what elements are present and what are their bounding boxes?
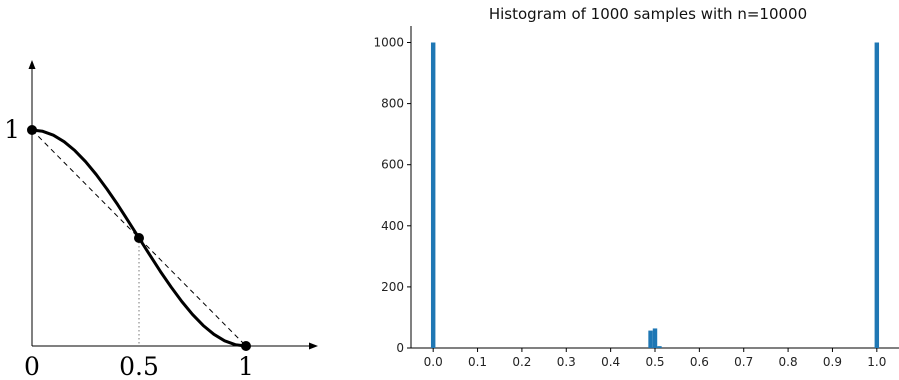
- x-tick-label: 0: [24, 352, 40, 380]
- x-tick-label: 0.2: [512, 355, 531, 369]
- x-tick-label: 0.1: [468, 355, 487, 369]
- histogram-bar: [874, 42, 880, 348]
- histogram-bar: [648, 330, 653, 348]
- y-tick-label: 800: [381, 97, 404, 111]
- x-axis-arrow: [309, 342, 318, 350]
- chart-title: Histogram of 1000 samples with n=10000: [489, 5, 807, 23]
- data-point: [134, 233, 144, 243]
- function-plot: 0 0.5 1 1: [4, 60, 318, 380]
- data-point: [27, 125, 37, 135]
- y-tick-label: 0: [396, 341, 404, 355]
- x-tick-label: 0.5: [119, 352, 159, 380]
- y-tick-label: 600: [381, 158, 404, 172]
- y-tick-label: 1000: [373, 36, 404, 50]
- y-tick-label: 400: [381, 219, 404, 233]
- x-tick-label: 0.4: [601, 355, 620, 369]
- x-tick-label: 0.5: [645, 355, 664, 369]
- data-point: [241, 341, 251, 351]
- x-tick-label: 1.0: [867, 355, 886, 369]
- histogram-bar: [657, 346, 662, 348]
- y-axis-arrow: [28, 60, 36, 69]
- y-tick-label: 1: [4, 115, 20, 144]
- histogram-bar: [652, 328, 658, 348]
- x-tick-label: 0.6: [690, 355, 709, 369]
- x-tick-label: 0.7: [734, 355, 753, 369]
- dashed-diagonal-line: [31, 129, 247, 347]
- y-tick-label: 200: [381, 280, 404, 294]
- x-tick-label: 0.9: [823, 355, 842, 369]
- x-tick-label: 0.0: [424, 355, 443, 369]
- histogram-chart: Histogram of 1000 samples with n=10000 0…: [373, 5, 899, 369]
- histogram-bar: [430, 42, 436, 348]
- x-tick-label: 0.8: [779, 355, 798, 369]
- x-tick-label: 1: [238, 352, 254, 380]
- x-tick-label: 0.3: [557, 355, 576, 369]
